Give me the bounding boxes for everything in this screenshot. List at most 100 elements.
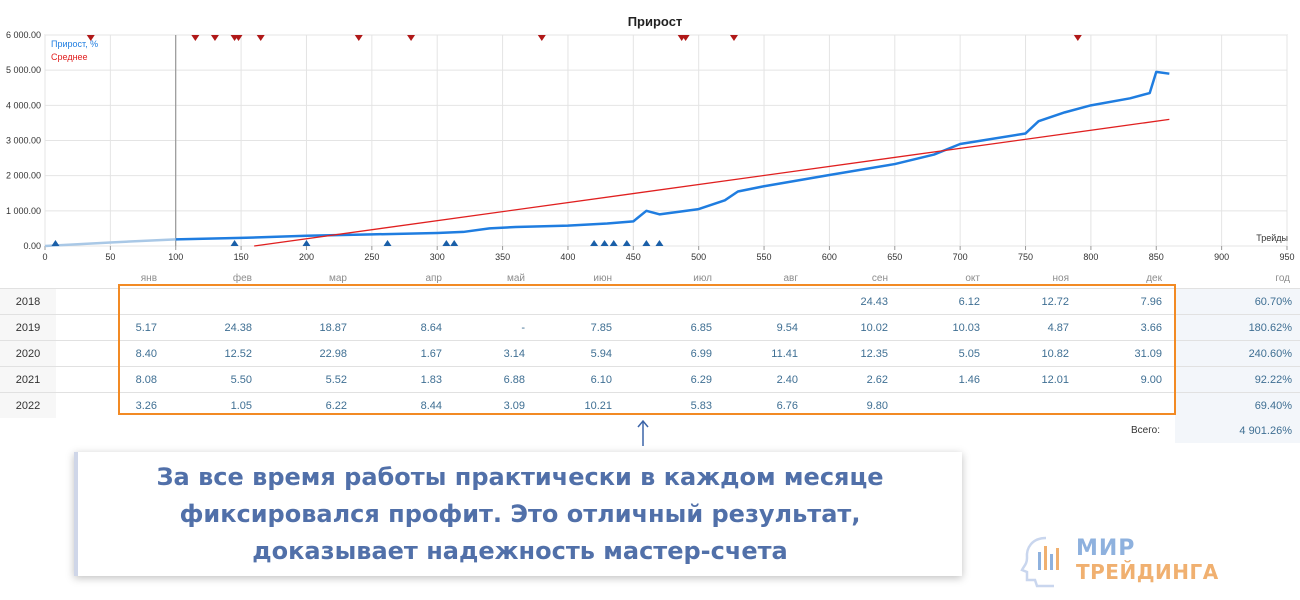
y-tick-label: 2 000.00 (6, 171, 41, 181)
month-value-cell: 3.66 (1140, 321, 1162, 334)
marker-bottom (590, 240, 599, 246)
month-value-cell: 4.87 (1047, 321, 1069, 334)
x-tick-label: 400 (560, 252, 575, 262)
logo-line2: ТРЕЙДИНГА (1076, 560, 1219, 584)
arrow-up-icon (637, 419, 649, 446)
markers-layer (51, 35, 1082, 246)
month-header: июн (593, 272, 612, 284)
marker-top (234, 35, 243, 41)
month-value-cell: 12.35 (860, 347, 888, 360)
month-value-cell: 5.52 (325, 373, 347, 386)
month-header: окт (965, 272, 980, 284)
marker-top (256, 35, 265, 41)
month-value-cell: 6.85 (690, 321, 712, 334)
year-cell: 2020 (0, 341, 56, 366)
month-value-cell: 3.26 (135, 399, 157, 412)
x-tick-label: 900 (1214, 252, 1229, 262)
marker-bottom (230, 240, 239, 246)
grid (44, 34, 1288, 247)
x-tick-label: 100 (168, 252, 183, 262)
y-tick-label: 3 000.00 (6, 136, 41, 146)
month-value-cell: 6.99 (690, 347, 712, 360)
month-header: янв (140, 272, 157, 284)
year-header: год (1275, 272, 1290, 284)
year-cell: 2021 (0, 367, 56, 392)
month-value-cell: 1.83 (420, 373, 442, 386)
x-tick-label: 250 (364, 252, 379, 262)
month-value-cell: 5.17 (135, 321, 157, 334)
month-value-cell: 6.10 (590, 373, 612, 386)
month-value-cell: 31.09 (1134, 347, 1162, 360)
stats-row: 2018 24.43 6.12 12.72 7.96 60.70% (0, 288, 1300, 314)
month-value-cell: 10.82 (1041, 347, 1069, 360)
month-value-cell: 18.87 (319, 321, 347, 334)
month-value-cell: 24.38 (224, 321, 252, 334)
year-cell: 2022 (0, 393, 56, 418)
legend-average: Среднее (51, 52, 88, 62)
month-value-cell: 8.40 (135, 347, 157, 360)
month-header: май (506, 272, 525, 284)
series-line-average (254, 118, 1170, 247)
month-value-cell: 6.12 (958, 295, 980, 308)
total-label: Всего: (1131, 425, 1160, 436)
month-value-cell: 3.09 (503, 399, 525, 412)
marker-top (729, 35, 738, 41)
total-value: 4 901.26% (1175, 418, 1300, 443)
y-tick-label: 1 000.00 (6, 206, 41, 216)
stats-body: 2018 24.43 6.12 12.72 7.96 60.70% 2019 5.17 24.3… (0, 288, 1300, 418)
marker-top (1073, 35, 1082, 41)
month-value-cell: 3.14 (503, 347, 525, 360)
stats-row: 2022 3.26 1.05 6.22 8.44 3.09 10.21 5.83 6.76 9.8… (0, 392, 1300, 418)
y-tick-label: 6 000.00 (6, 30, 41, 40)
month-header: сен (871, 272, 888, 284)
marker-bottom (609, 240, 618, 246)
month-value-cell: 5.50 (230, 373, 252, 386)
month-value-cell: 8.64 (420, 321, 442, 334)
month-value-cell: 5.83 (690, 399, 712, 412)
x-tick-label: 650 (887, 252, 902, 262)
year-total-cell: 69.40% (1175, 393, 1300, 418)
highlight-frame (118, 284, 1176, 415)
x-tick-label: 850 (1149, 252, 1164, 262)
month-value-cell: 6.22 (325, 399, 347, 412)
x-tick-label: 50 (105, 252, 115, 262)
y-tick-label: 5 000.00 (6, 65, 41, 75)
month-value-cell: 9.00 (1140, 373, 1162, 386)
series-layer (44, 70, 1170, 248)
month-header: авг (783, 272, 798, 284)
month-header: июл (693, 272, 712, 284)
month-value-cell: 10.03 (952, 321, 980, 334)
marker-bottom (442, 240, 451, 246)
month-value-cell: 24.43 (860, 295, 888, 308)
head-profile-icon (1020, 536, 1059, 588)
x-tick-label: 500 (691, 252, 706, 262)
x-tick-label: 600 (822, 252, 837, 262)
stats-header-row: янв фев мар апр май июн июл авг сен окт ноя дек год (0, 268, 1300, 288)
month-value-cell: 7.96 (1140, 295, 1162, 308)
month-value-cell: - (521, 321, 525, 334)
logo-line1: МИР (1076, 536, 1136, 561)
marker-bottom (655, 240, 664, 246)
growth-chart: Прирост 0.00 1 000.00 2 000.00 3 000.00 4 00… (6, 14, 1295, 262)
marker-top (210, 35, 219, 41)
month-value-cell: 5.94 (590, 347, 612, 360)
x-tick-label: 0 (42, 252, 47, 262)
month-value-cell: 1.46 (958, 373, 980, 386)
month-value-cell: 12.52 (224, 347, 252, 360)
month-value-cell: 1.67 (420, 347, 442, 360)
month-value-cell: 22.98 (319, 347, 347, 360)
x-tick-label: 750 (1018, 252, 1033, 262)
month-value-cell: 8.44 (420, 399, 442, 412)
callout-text: За все время работы практически в каждом… (156, 462, 884, 565)
marker-bottom (302, 240, 311, 246)
x-axis-label: Трейды (1256, 233, 1288, 243)
marker-top (191, 35, 200, 41)
month-header: мар (329, 272, 347, 284)
x-tick-label: 350 (495, 252, 510, 262)
month-value-cell: 2.62 (866, 373, 888, 386)
y-tick-label: 4 000.00 (6, 100, 41, 110)
stats-row: 2020 8.40 12.52 22.98 1.67 3.14 5.94 6.99 11.41 1… (0, 340, 1300, 366)
logo: МИР ТРЕЙДИНГА (1018, 534, 1218, 588)
month-value-cell: 6.29 (690, 373, 712, 386)
y-tick-label: 0.00 (23, 241, 41, 251)
